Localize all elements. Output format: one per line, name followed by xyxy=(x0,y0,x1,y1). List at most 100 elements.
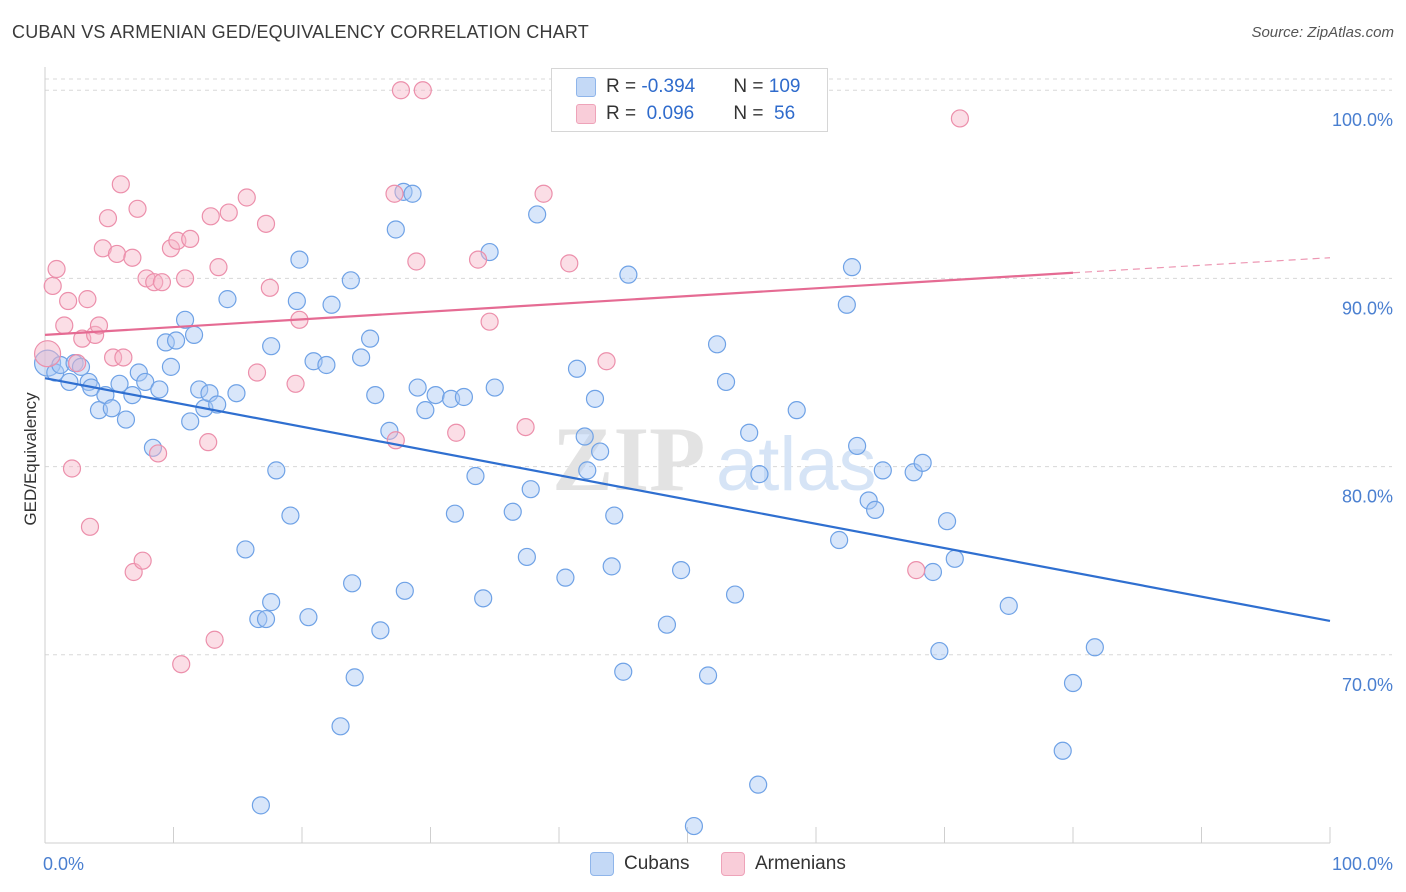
y-tick-label: 70.0% xyxy=(1342,675,1393,695)
legend-n-value: 109 xyxy=(768,76,801,97)
data-point xyxy=(698,666,718,685)
legend-item-armenians[interactable]: Armenians xyxy=(721,852,846,876)
data-point xyxy=(749,775,768,794)
data-point xyxy=(407,252,426,271)
data-point xyxy=(950,109,970,128)
data-point xyxy=(247,363,267,382)
data-point xyxy=(184,325,204,344)
data-point xyxy=(597,352,616,371)
data-point xyxy=(43,276,62,296)
data-point xyxy=(161,239,181,258)
data-point xyxy=(62,459,82,478)
data-point xyxy=(148,444,168,463)
data-point xyxy=(866,500,885,519)
data-point xyxy=(480,312,499,331)
data-point xyxy=(55,316,74,335)
data-point xyxy=(466,466,485,486)
data-point xyxy=(999,596,1018,615)
data-point xyxy=(403,184,422,203)
data-point xyxy=(750,465,769,484)
y-axis-title: GED/Equivalency xyxy=(21,392,40,526)
data-point xyxy=(907,561,926,580)
data-point xyxy=(190,380,209,399)
x-tick-label: 0.0% xyxy=(43,854,84,874)
legend-row-armenians: R = 0.096 N = 56 xyxy=(576,101,795,127)
data-point xyxy=(945,549,964,568)
trend-line-cubans xyxy=(44,377,1331,623)
data-point xyxy=(787,401,806,420)
data-point xyxy=(205,630,224,649)
data-point xyxy=(386,220,405,239)
data-point xyxy=(534,184,553,203)
data-point xyxy=(366,386,385,405)
data-point xyxy=(267,461,286,480)
trend-line-extension xyxy=(1072,257,1331,274)
data-point xyxy=(468,250,488,269)
data-point xyxy=(78,290,97,309)
chart-title: CUBAN VS ARMENIAN GED/EQUIVALENCY CORREL… xyxy=(12,22,589,42)
data-point xyxy=(560,254,579,273)
data-point xyxy=(485,378,504,397)
data-point xyxy=(175,310,195,329)
data-point xyxy=(102,399,121,418)
data-point xyxy=(503,502,522,521)
data-point xyxy=(345,668,364,687)
data-point xyxy=(725,585,745,604)
data-point xyxy=(290,250,309,269)
data-point xyxy=(873,461,892,480)
data-point xyxy=(602,557,621,576)
data-point xyxy=(361,329,380,348)
data-point xyxy=(68,354,87,373)
data-point xyxy=(114,348,133,367)
data-point xyxy=(385,184,404,203)
watermark-zip: ZIP xyxy=(552,408,705,510)
data-point xyxy=(716,372,736,392)
legend-row-cubans: R = -0.394 N = 109 xyxy=(576,74,800,100)
data-point xyxy=(172,655,191,674)
data-point xyxy=(913,453,932,472)
x-tick-label: 100.0% xyxy=(1332,854,1393,874)
legend-label-cubans: Cubans xyxy=(624,853,690,874)
legend-item-cubans[interactable]: Cubans xyxy=(590,852,690,876)
data-point xyxy=(575,427,594,446)
data-point xyxy=(227,384,246,403)
data-point xyxy=(47,259,66,279)
data-point xyxy=(143,438,163,457)
data-point xyxy=(150,380,169,399)
data-point xyxy=(445,504,465,523)
data-point xyxy=(521,480,540,499)
data-point xyxy=(937,512,957,531)
data-point xyxy=(161,357,181,376)
chart-source: Source: ZipAtlas.com xyxy=(1251,24,1394,41)
data-point xyxy=(567,359,587,378)
data-point xyxy=(352,348,371,367)
data-point xyxy=(528,205,547,224)
data-point xyxy=(116,410,136,429)
data-point xyxy=(166,331,186,350)
data-point xyxy=(707,335,727,354)
data-point xyxy=(98,209,118,228)
data-point xyxy=(605,506,624,525)
watermark-atlas: atlas xyxy=(716,422,877,507)
data-point xyxy=(281,506,300,525)
data-point xyxy=(299,608,318,627)
data-point xyxy=(59,291,78,311)
data-point xyxy=(237,188,256,207)
data-point xyxy=(371,621,390,640)
data-point xyxy=(684,816,704,836)
data-points xyxy=(33,81,1104,836)
correlation-legend: R = -0.394 N = 109 R = 0.096 N = 56 xyxy=(551,68,828,132)
data-point xyxy=(591,442,610,461)
data-point xyxy=(104,348,123,367)
series-cubans xyxy=(33,182,1104,836)
data-point xyxy=(380,421,399,440)
data-point xyxy=(152,273,172,292)
data-point xyxy=(136,372,155,392)
legend-r-label: R = xyxy=(606,103,642,124)
data-point xyxy=(80,517,100,536)
data-point xyxy=(657,615,677,634)
data-point xyxy=(286,374,305,393)
data-point xyxy=(391,81,411,100)
legend-swatch-cubans xyxy=(576,77,596,97)
